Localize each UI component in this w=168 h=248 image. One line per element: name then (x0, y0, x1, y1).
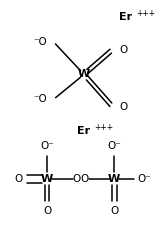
Text: O: O (43, 206, 51, 216)
Text: O: O (110, 206, 118, 216)
Text: Er: Er (77, 126, 91, 136)
Text: +++: +++ (94, 123, 113, 132)
Text: O: O (14, 174, 23, 184)
Text: O⁻: O⁻ (40, 141, 54, 151)
Text: O⁻: O⁻ (138, 174, 152, 184)
Text: O: O (119, 45, 128, 55)
Text: W: W (108, 174, 120, 184)
Text: ⁻O: ⁻O (33, 37, 47, 47)
Text: Er: Er (119, 12, 133, 22)
Text: O: O (119, 102, 127, 112)
Text: ⁻O: ⁻O (33, 94, 47, 104)
Text: +++: +++ (136, 9, 155, 18)
Text: O: O (72, 174, 81, 184)
Text: O⁻: O⁻ (107, 141, 121, 151)
Text: W: W (78, 69, 90, 79)
Text: O: O (81, 174, 89, 184)
Text: W: W (41, 174, 53, 184)
